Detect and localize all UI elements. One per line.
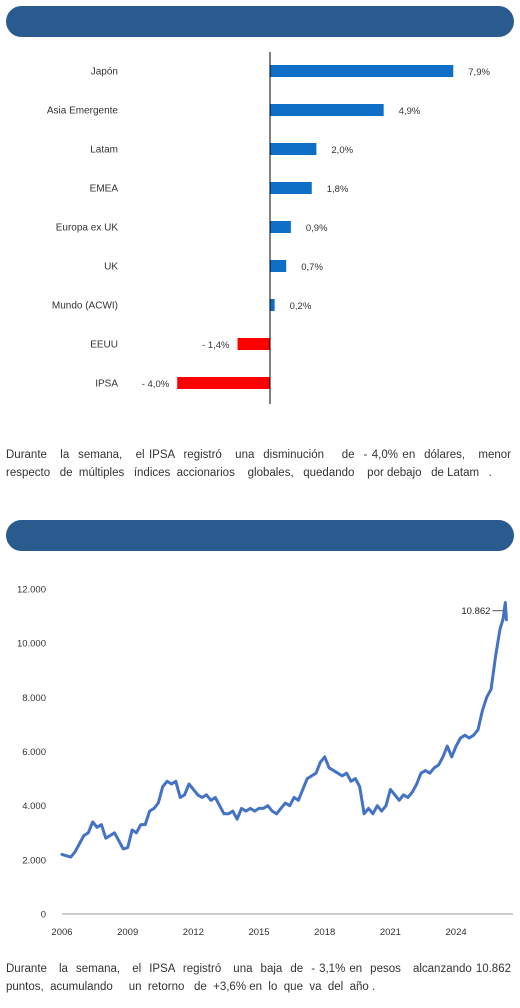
value-label-8: - 4,0%: [142, 379, 170, 390]
category-label-3: EMEA: [90, 184, 119, 195]
value-label-6: 0,2%: [290, 301, 312, 312]
section-banner-ipsa-history: Evolución histórica IPSA ( pts ): [6, 520, 514, 575]
bar-4: [270, 221, 291, 233]
bar-6: [270, 299, 275, 311]
value-label-0: 7,9%: [468, 67, 490, 78]
category-label-5: UK: [104, 262, 118, 273]
value-label-2: 2,0%: [331, 145, 353, 156]
category-label-4: Europa ex UK: [56, 223, 119, 234]
value-label-4: 0,9%: [306, 223, 328, 234]
y-tick-label-2: 4.000: [22, 801, 46, 812]
y-tick-label-5: 10.000: [17, 639, 46, 650]
value-label-3: 1,8%: [327, 184, 349, 195]
y-tick-label-4: 8.000: [22, 693, 46, 704]
bar-8: [177, 377, 270, 389]
section-title-weekly-return: Retorno semanal (% en USD): [36, 44, 269, 61]
ipsa-series-line: [60, 601, 508, 859]
bar-2: [270, 143, 317, 155]
bar-1: [270, 104, 384, 116]
x-tick-label-0: 2006: [51, 927, 72, 938]
category-label-7: EEUU: [90, 340, 118, 351]
weekly-return-bar-chart: Japón 7,9% Asia Emergente 4,9% Latam 2,0% EMEA…: [47, 52, 490, 404]
x-tick-label-4: 2018: [314, 927, 335, 938]
category-label-6: Mundo (ACWI): [52, 301, 118, 312]
bar-5: [270, 260, 287, 272]
value-label-1: 4,9%: [399, 106, 421, 117]
x-tick-label-6: 2024: [446, 927, 467, 938]
category-label-2: Latam: [90, 145, 118, 156]
x-tick-label-2: 2012: [183, 927, 204, 938]
category-label-0: Japón: [91, 67, 118, 78]
y-tick-label-0: 0: [41, 910, 46, 921]
x-tick-label-5: 2021: [380, 927, 401, 938]
y-tick-label-1: 2.000: [22, 855, 46, 866]
y-tick-label-6: 12.000: [17, 585, 46, 596]
bar-0: [270, 65, 454, 77]
bar-7: [237, 338, 270, 350]
category-label-1: Asia Emergente: [47, 106, 119, 117]
end-value-label: 10.862: [461, 606, 490, 617]
x-tick-label-1: 2009: [117, 927, 138, 938]
section-title-ipsa-history: Evolución histórica IPSA ( pts ): [36, 558, 292, 575]
category-label-8: IPSA: [95, 379, 118, 390]
x-tick-label-3: 2015: [248, 927, 269, 938]
y-tick-label-3: 6.000: [22, 747, 46, 758]
value-label-5: 0,7%: [301, 262, 323, 273]
ipsa-history-commentary: Durante la semana, el IPSA registró una …: [6, 963, 518, 993]
ipsa-history-line-chart: 0 2.000 4.000 6.000 8.000 10.000 12.000 2006 200…: [17, 585, 513, 938]
bar-3: [270, 182, 312, 194]
weekly-return-commentary: Durante la semana, el IPSA registró una …: [6, 449, 515, 479]
section-banner-weekly-return: Retorno semanal (% en USD): [6, 6, 514, 61]
value-label-7: - 1,4%: [202, 340, 230, 351]
